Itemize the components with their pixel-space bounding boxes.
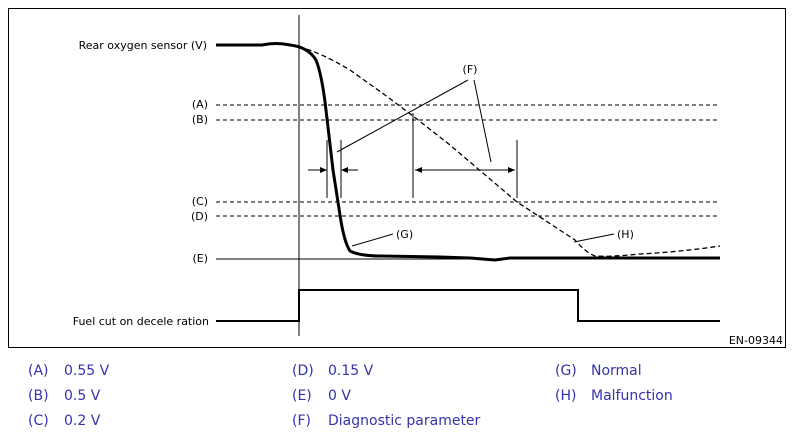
f-leader-to-normal <box>336 79 469 153</box>
normal-param-arrowhead-left <box>320 167 327 173</box>
legend-key: (A) <box>28 363 49 379</box>
legend-value: 0.5 V <box>64 388 101 404</box>
legend-item-f: (F) Diagnostic parameter <box>292 413 480 429</box>
waveform-diagram: Rear oxygen sensor (V) (A) (B) (C) (D) (… <box>73 15 783 347</box>
legend-key: (E) <box>292 388 312 404</box>
legend-item-b: (B) 0.5 V <box>28 388 100 404</box>
level-b-label: (B) <box>192 113 208 126</box>
label-g: (G) <box>396 228 413 241</box>
legend-key: (B) <box>28 388 49 404</box>
fuel-cut-label: Fuel cut on decele ration <box>73 315 209 328</box>
legend-value: 0.15 V <box>328 363 374 379</box>
legend-item-c: (C) 0.2 V <box>28 413 100 429</box>
fuel-cut-signal <box>216 289 720 322</box>
level-d-label: (D) <box>191 210 208 223</box>
figure-code: EN-09344 <box>729 334 783 347</box>
legend-item-e: (E) 0 V <box>292 388 351 404</box>
legend-item-a: (A) 0.55 V <box>28 363 109 379</box>
legend-value: Diagnostic parameter <box>328 413 481 429</box>
h-leader <box>573 233 615 243</box>
legend-key: (G) <box>555 363 577 379</box>
legend-key: (D) <box>292 363 314 379</box>
legend-key: (C) <box>28 413 49 429</box>
legend-value: 0 V <box>328 388 351 404</box>
legend-value: Normal <box>591 363 642 379</box>
legend-item-d: (D) 0.15 V <box>292 363 373 379</box>
legend-key: (H) <box>555 388 577 404</box>
legend-value: 0.2 V <box>64 413 101 429</box>
label-h: (H) <box>617 228 634 241</box>
rear-sensor-label: Rear oxygen sensor (V) <box>79 39 207 52</box>
level-c-label: (C) <box>192 195 208 208</box>
legend-item-h: (H) Malfunction <box>555 388 673 404</box>
level-e-label: (E) <box>192 252 208 265</box>
legend-value: 0.55 V <box>64 363 110 379</box>
g-leader <box>351 233 394 247</box>
normal-param-arrowhead-right <box>341 167 348 173</box>
label-f: (F) <box>463 63 478 76</box>
f-leader-to-malfunction <box>473 79 492 163</box>
figure-frame <box>8 8 786 348</box>
level-a-label: (A) <box>192 98 208 111</box>
legend-item-g: (G) Normal <box>555 363 642 379</box>
normal-curve <box>216 42 720 262</box>
malfunction-curve <box>298 46 721 257</box>
legend-value: Malfunction <box>591 388 673 404</box>
malfunction-param-arrowhead-right <box>508 167 515 173</box>
legend-key: (F) <box>292 413 311 429</box>
malfunction-param-arrowhead-left <box>415 167 422 173</box>
